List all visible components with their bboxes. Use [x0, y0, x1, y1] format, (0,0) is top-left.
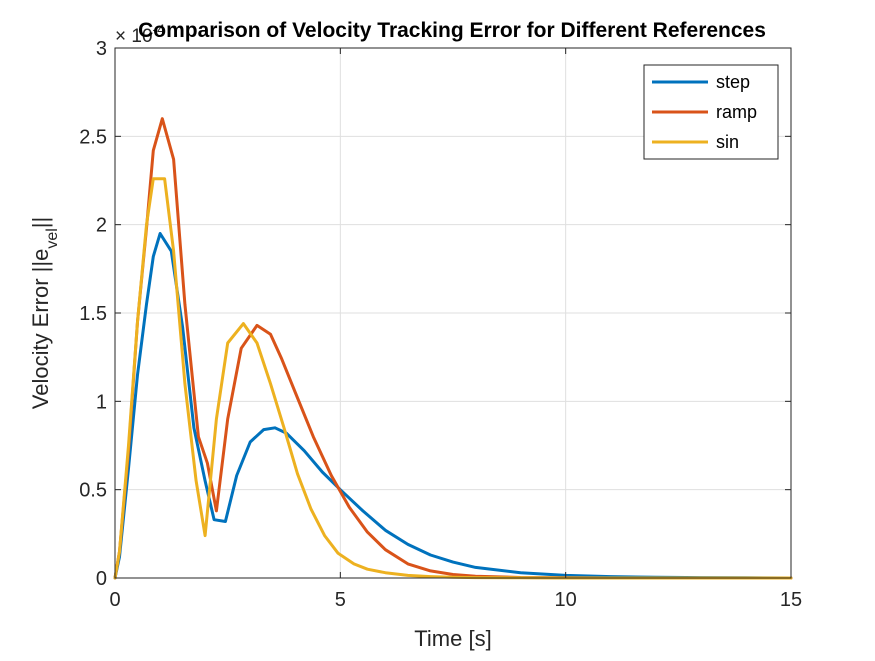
legend-label-step: step	[716, 72, 750, 92]
ticks: 0 5 10 15 0 0.5 1 1.5 2 2.5 3	[79, 38, 802, 611]
legend-label-sin: sin	[716, 132, 739, 152]
y-tick-label: 2.5	[79, 126, 107, 148]
x-tick-label: 10	[555, 589, 577, 611]
y-tick-label: 0	[96, 568, 107, 590]
y-axis-label-suffix: ||	[28, 217, 53, 228]
series-line-sin	[113, 177, 793, 580]
y-exponent-base: × 10	[115, 26, 153, 47]
legend: step ramp sin	[643, 64, 779, 160]
y-exponent-power: -4	[153, 21, 166, 37]
series-line-step	[113, 232, 793, 580]
x-tick-label: 0	[109, 589, 120, 611]
y-axis-label-main: Velocity Error ||e	[28, 249, 53, 410]
legend-label-ramp: ramp	[716, 102, 757, 122]
y-axis-label: Velocity Error ||evel||	[28, 217, 61, 410]
y-exponent-label: × 10-4	[115, 21, 165, 47]
y-axis-label-subscript: vel	[44, 228, 61, 248]
y-tick-label: 3	[96, 38, 107, 60]
x-tick-label: 15	[780, 589, 802, 611]
y-tick-label: 2	[96, 215, 107, 237]
x-tick-label: 5	[335, 589, 346, 611]
y-tick-label: 0.5	[79, 480, 107, 502]
x-axis-label: Time [s]	[414, 626, 491, 651]
y-tick-label: 1	[96, 391, 107, 413]
chart-title: Comparison of Velocity Tracking Error fo…	[138, 19, 766, 42]
y-tick-label: 1.5	[79, 303, 107, 325]
